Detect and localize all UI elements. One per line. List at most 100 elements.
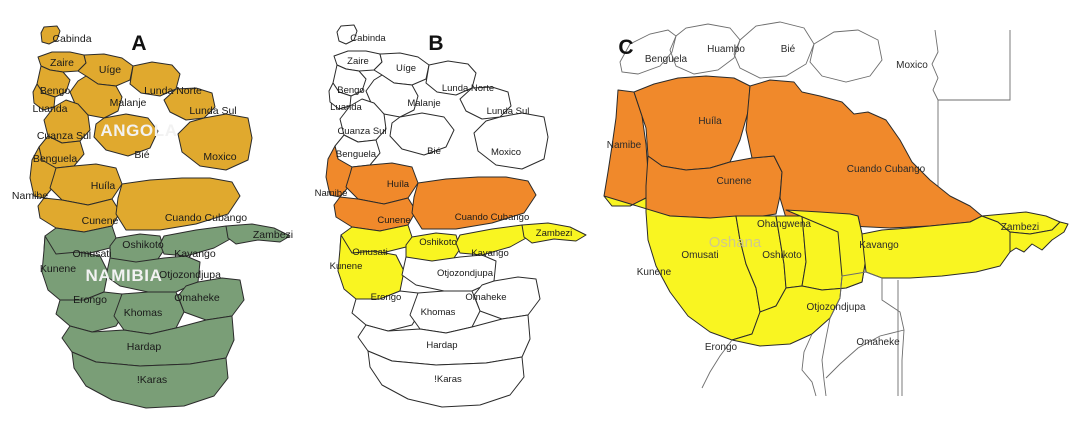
label-lunda-sul-a: Lunda Sul [189,105,236,117]
label-namibe-c: Namibe [607,140,642,151]
province-luanda-b [329,83,351,109]
label-zambezi-c: Zambezi [1001,222,1039,233]
label-cabinda-b: Cabinda [350,33,386,44]
label-hardap-b: Hardap [426,340,457,351]
label-cuanza-sul-b: Cuanza Sul [337,126,386,137]
label-ohangwena-c: Ohangwena [757,219,811,230]
label-lunda-norte-b: Lunda Norte [442,83,494,94]
label-moxico-c: Moxico [896,60,928,71]
namibia-landmass-a [42,224,290,408]
otjozondjupa-west-c [822,318,830,396]
country-label-angola-a: ANGOLA [100,121,177,140]
panel-letter-c: C [618,36,633,59]
label-otjozondjupa-c: Otjozondjupa [807,302,866,313]
region-zambezi-a [226,224,290,244]
province-huila-c [634,76,750,170]
label-oshikoto-c: Oshikoto [762,250,802,261]
region-kavango-b [456,225,528,255]
label-luanda-a: Luanda [32,103,67,115]
label-oshana-c: Oshana [709,234,762,251]
province-cuanza-sul-b [340,99,386,142]
panel-a-map: A ANGOLA NAMIBIA Cabinda Zaire Uíge Beng… [12,0,293,423]
label-cunene-ao-b: Cunene [377,215,410,226]
label-kunene-na-c: Kunene [637,267,672,278]
label-cunene-ao-c: Cunene [716,176,751,187]
namibia-unshaded-b [352,255,540,407]
label-kavango-c: Kavango [859,240,899,251]
label-huila-c: Huíla [698,116,722,127]
label-cuando-cubango-c: Cuando Cubango [847,164,926,175]
region-zambezi-b [522,223,586,243]
otjozondjupa-border-west-c [830,276,842,318]
label-cunene-ao-a: Cunene [82,215,119,227]
province-cabinda-b [337,25,357,44]
label-malanje-a: Malanje [110,97,147,109]
region-zambezi-east-c [1010,222,1068,252]
angola-unshaded-b [329,25,548,169]
label-omusati-a: Omusati [72,248,111,260]
label-lunda-sul-b: Lunda Sul [487,106,530,117]
label-karas-a: !Karas [137,374,167,386]
province-cuando-cubango-c [746,80,982,228]
label-oshikoto-a: Oshikoto [122,239,164,251]
label-erongo-c: Erongo [705,342,738,353]
panel-a: A ANGOLA NAMIBIA Cabinda Zaire Uíge Beng… [0,0,310,423]
panel-b-map: B Cabinda Zaire Uíge Bengo Luanda Malanj… [315,0,590,423]
label-zaire-b: Zaire [347,56,369,67]
label-erongo-a: Erongo [73,294,107,306]
label-bie-c: Bié [781,44,796,55]
otjozondjupa-border-east-c [882,278,904,330]
moxico-border-left-c [932,30,938,100]
province-moxico-a [178,114,252,170]
label-moxico-a: Moxico [203,151,236,163]
label-kunene-na-a: Kunene [40,263,76,275]
province-moxico-b [474,113,548,169]
label-kavango-b: Kavango [471,248,509,259]
panel-letter-b: B [428,32,443,55]
label-omusati-c: Omusati [681,250,718,261]
panel-c-map: C Benguela Huambo Bié Moxico Namibe Huíl… [590,0,1071,423]
moxico-border-top-c [938,30,1010,100]
omaheke-border-west-c [902,330,904,396]
angola-orange-c [604,76,982,228]
label-moxico-b: Moxico [491,147,521,158]
label-omusati-b: Omusati [352,247,387,258]
region-kavango-a [160,226,232,256]
province-cabinda-a [41,26,60,44]
region-karas-a [72,352,228,408]
label-otjozondjupa-b: Otjozondjupa [437,268,494,279]
label-bengo-a: Bengo [40,85,71,97]
label-cabinda-a: Cabinda [52,33,91,45]
province-bie-east-c [810,30,882,82]
label-huila-b: Huíla [387,179,410,190]
province-huambo-c [670,24,740,74]
region-karas-b [368,351,524,407]
label-zambezi-b: Zambezi [536,228,572,239]
label-cuanza-sul-a: Cuanza Sul [37,130,91,142]
angola-unshaded-c [620,22,882,82]
label-zambezi-a: Zambezi [253,229,293,241]
otjozondjupa-border-south-c [826,330,904,378]
province-luanda-a [33,84,55,110]
kunene-south-border-c [702,340,732,388]
label-omaheke-a: Omaheke [174,292,220,304]
province-benguela-c [620,30,676,74]
panel-c: C Benguela Huambo Bié Moxico Namibe Huíl… [590,0,1071,423]
province-cuando-cubango-b [412,177,536,229]
province-cuanza-sul-a [44,100,90,143]
label-namibe-b: Namibe [315,188,348,199]
otjozondjupa-border-north-c [842,272,882,278]
label-khomas-a: Khomas [124,307,163,319]
province-bie-a [94,114,158,156]
label-cuando-cubango-a: Cuando Cubango [165,212,247,224]
angola-landmass-a [30,26,252,232]
namibia-unshaded-borders-c [702,272,904,396]
label-kavango-a: Kavango [174,248,216,260]
panel-letter-a: A [131,32,146,55]
label-erongo-b: Erongo [371,292,402,303]
label-bengo-b: Bengo [337,85,364,96]
label-zaire-a: Zaire [50,57,74,69]
province-cuando-cubango-a [116,178,240,230]
angola-orange-b [326,146,536,231]
label-benguela-b: Benguela [336,149,377,160]
